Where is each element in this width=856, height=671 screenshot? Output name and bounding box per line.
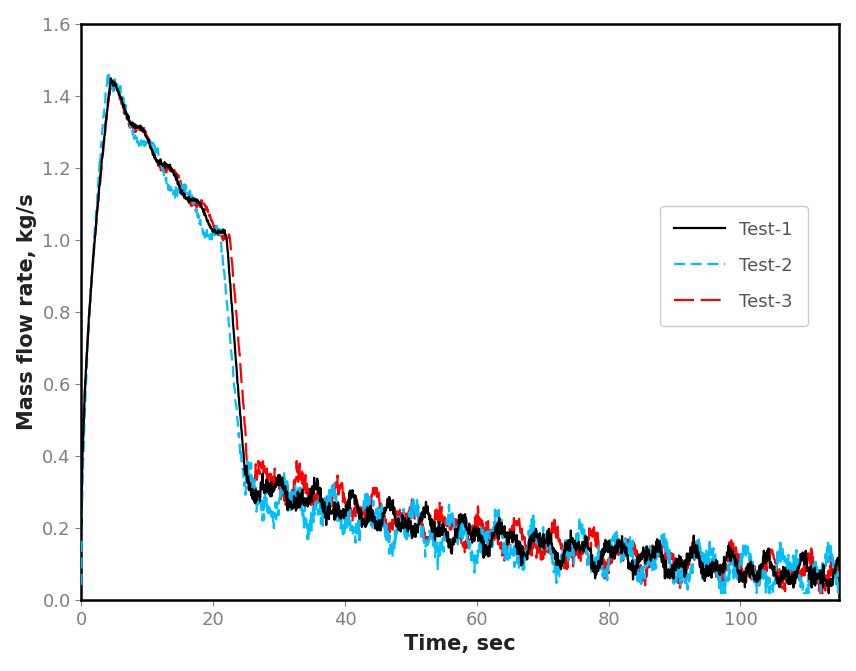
Test-2 bbox=[835, 582, 845, 590]
Test-2 bbox=[103, 70, 113, 78]
Test-1 bbox=[116, 94, 126, 102]
X-axis label: Time, sec: Time, sec bbox=[405, 634, 516, 654]
Test-2 bbox=[425, 530, 436, 538]
Test-2 bbox=[674, 574, 684, 582]
Test-3 bbox=[76, 527, 86, 535]
Test-3 bbox=[815, 589, 825, 597]
Line: Test-2: Test-2 bbox=[81, 74, 840, 593]
Test-3 bbox=[812, 577, 823, 585]
Test-3 bbox=[105, 78, 116, 86]
Legend: Test-1, Test-2, Test-3: Test-1, Test-2, Test-3 bbox=[660, 206, 807, 326]
Test-1 bbox=[425, 511, 436, 519]
Test-1 bbox=[812, 575, 823, 583]
Test-1 bbox=[105, 74, 116, 83]
Test-3 bbox=[445, 521, 455, 529]
Test-3 bbox=[116, 96, 126, 104]
Test-2 bbox=[445, 519, 455, 527]
Test-1 bbox=[76, 531, 86, 539]
Line: Test-1: Test-1 bbox=[81, 79, 840, 593]
Test-1 bbox=[674, 557, 684, 565]
Line: Test-3: Test-3 bbox=[81, 82, 840, 593]
Test-2 bbox=[812, 568, 823, 576]
Test-3 bbox=[425, 532, 436, 540]
Y-axis label: Mass flow rate, kg/s: Mass flow rate, kg/s bbox=[16, 194, 37, 430]
Test-1 bbox=[812, 572, 823, 580]
Test-1 bbox=[445, 542, 455, 550]
Test-2 bbox=[813, 570, 823, 578]
Test-3 bbox=[812, 570, 823, 578]
Test-3 bbox=[674, 569, 684, 577]
Test-1 bbox=[835, 560, 845, 568]
Test-2 bbox=[76, 581, 86, 589]
Test-3 bbox=[835, 566, 845, 574]
Test-2 bbox=[716, 589, 726, 597]
Test-2 bbox=[116, 82, 126, 90]
Test-1 bbox=[823, 589, 834, 597]
